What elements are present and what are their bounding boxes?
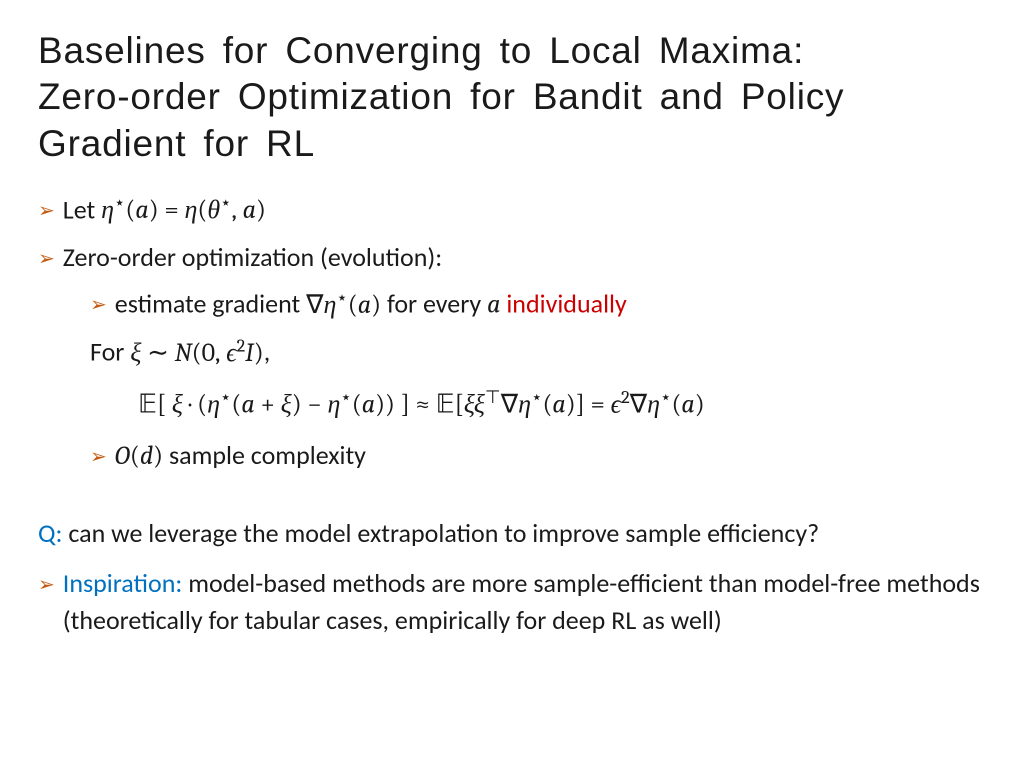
sub-bullet-estimate: ➢ estimate gradient ∇η⋆(a) for every a i… [90,285,986,323]
slide-title: Baselines for Converging to Local Maxima… [38,28,986,167]
for-line: For ξ ∼ N(0, ϵ2I), [90,333,986,371]
let-text: Let [63,193,101,225]
q-label: Q: [38,517,62,549]
for-post: , [264,336,271,368]
complexity-body: O(d) sample complexity [115,437,986,474]
bullet-icon: ➢ [90,443,107,471]
for-pre: For [90,336,130,368]
title-line-1: Baselines for Converging to Local Maxima… [38,30,804,71]
bullet-zero-order: ➢ Zero-order optimization (evolution): [38,239,986,275]
bullet-icon: ➢ [38,571,55,599]
q-text: can we leverage the model extrapolation … [62,517,819,549]
question-line: Q: can we leverage the model extrapolati… [38,515,986,551]
bullet-icon: ➢ [38,197,55,225]
sub-bullet-complexity: ➢ O(d) sample complexity [90,437,986,474]
title-line-2: Zero-order Optimization for Bandit and P… [38,76,844,163]
complexity-math: O(d) [115,441,163,471]
estimate-red: individually [500,288,626,320]
estimate-math: ∇η⋆(a) [306,290,381,320]
bullet-let-body: Let η⋆(a) = η(θ⋆, a) [63,191,986,229]
bullet-inspiration: ➢ Inspiration: model-based methods are m… [38,565,986,638]
bullet-icon: ➢ [38,245,55,273]
estimate-mid: for every [381,288,487,320]
inspiration-text: model-based methods are more sample-effi… [63,567,980,635]
expectation-equation: 𝔼[ ξ · (η⋆(a + ξ) − η⋆(a)) ] ≈ 𝔼[ξξ⊤∇η⋆(… [138,385,986,423]
complexity-text: sample complexity [163,439,366,471]
bullet-let: ➢ Let η⋆(a) = η(θ⋆, a) [38,191,986,229]
estimate-a: a [487,290,500,320]
bullet-icon: ➢ [90,291,107,319]
let-math: η⋆(a) = η(θ⋆, a) [101,195,266,225]
zero-order-text: Zero-order optimization (evolution): [63,239,986,275]
slide-content: ➢ Let η⋆(a) = η(θ⋆, a) ➢ Zero-order opti… [38,191,986,638]
estimate-pre: estimate gradient [115,288,306,320]
inspiration-body: Inspiration: model-based methods are mor… [63,565,986,638]
estimate-body: estimate gradient ∇η⋆(a) for every a ind… [115,285,986,323]
inspiration-label: Inspiration: [63,567,183,599]
for-math: ξ ∼ N(0, ϵ2I) [130,338,263,368]
